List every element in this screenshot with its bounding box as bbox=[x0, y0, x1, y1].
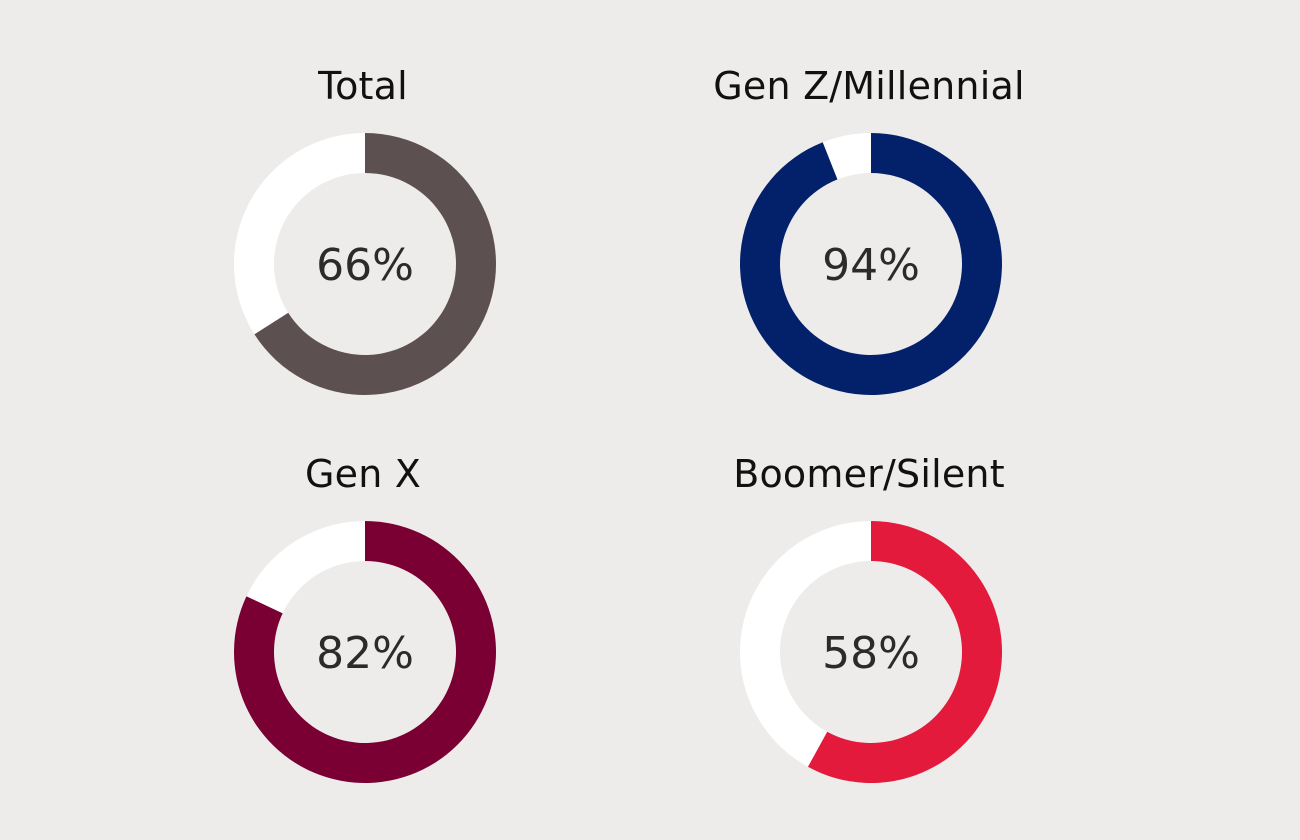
chart-title: Total bbox=[318, 64, 408, 108]
donut-center-label: 58% bbox=[822, 628, 920, 679]
donut-panel-boomer-silent: Boomer/Silent 58% bbox=[669, 388, 1069, 783]
donut-center-label: 94% bbox=[822, 240, 920, 291]
donut-slice-remainder bbox=[740, 521, 871, 767]
donut-center-label: 82% bbox=[316, 628, 414, 679]
donut-svg: 58% bbox=[740, 521, 1002, 783]
donut-slice-value bbox=[254, 133, 497, 395]
donut-chart: 66% bbox=[233, 132, 497, 396]
donut-chart: 58% bbox=[739, 520, 1003, 784]
donut-slice-value bbox=[740, 133, 1002, 395]
donut-chart: 94% bbox=[739, 132, 1003, 396]
donut-slice-remainder bbox=[246, 521, 365, 614]
donut-panel-gen-x: Gen X 82% bbox=[163, 388, 563, 783]
donut-slice-remainder bbox=[234, 133, 365, 335]
donut-svg: 66% bbox=[234, 133, 497, 395]
donut-svg: 82% bbox=[234, 521, 497, 783]
chart-title: Gen Z/Millennial bbox=[713, 64, 1025, 108]
donut-slice-remainder bbox=[822, 133, 871, 180]
chart-title: Gen X bbox=[304, 452, 422, 496]
donut-svg: 94% bbox=[740, 133, 1002, 395]
chart-title: Boomer/Silent bbox=[733, 452, 1005, 496]
donut-panel-total: Total 66% bbox=[163, 0, 563, 395]
donut-panel-gen-z-millennial: Gen Z/Millennial 94% bbox=[669, 0, 1069, 395]
donut-slice-value bbox=[807, 521, 1002, 783]
donut-chart: 82% bbox=[233, 520, 497, 784]
donut-slice-value bbox=[234, 521, 497, 783]
donut-center-label: 66% bbox=[316, 240, 414, 291]
